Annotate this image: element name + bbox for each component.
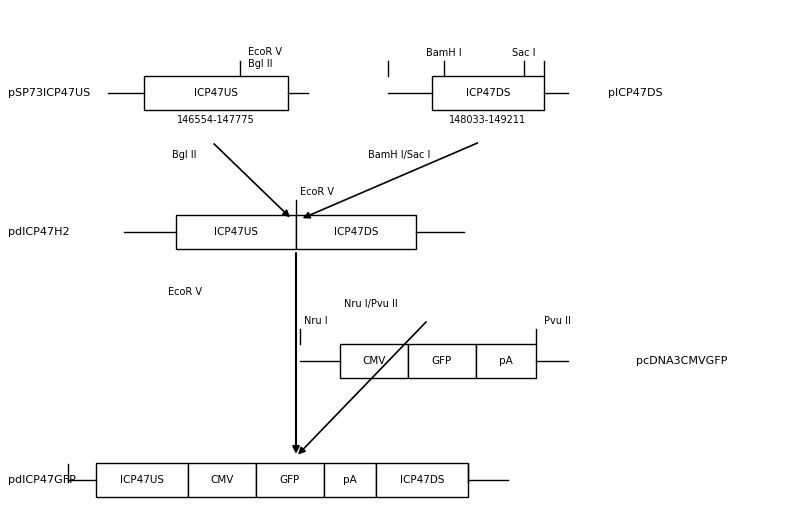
Text: EcoR V: EcoR V bbox=[168, 286, 202, 297]
Text: Sac I: Sac I bbox=[512, 48, 536, 58]
Text: pSP73ICP47US: pSP73ICP47US bbox=[8, 88, 90, 98]
FancyBboxPatch shape bbox=[176, 216, 296, 249]
FancyBboxPatch shape bbox=[432, 76, 544, 110]
Text: BamH I: BamH I bbox=[426, 48, 462, 58]
Text: pdICP47GFP: pdICP47GFP bbox=[8, 475, 76, 485]
Text: 146554-147775: 146554-147775 bbox=[177, 115, 255, 125]
FancyBboxPatch shape bbox=[476, 345, 536, 378]
Text: 148033-149211: 148033-149211 bbox=[450, 115, 526, 125]
FancyBboxPatch shape bbox=[340, 345, 408, 378]
FancyBboxPatch shape bbox=[324, 463, 376, 496]
Text: EcoR V: EcoR V bbox=[300, 187, 334, 197]
Text: ICP47US: ICP47US bbox=[214, 227, 258, 237]
Text: GFP: GFP bbox=[432, 356, 452, 366]
Text: ICP47DS: ICP47DS bbox=[400, 475, 444, 485]
Text: CMV: CMV bbox=[362, 356, 386, 366]
Text: ICP47DS: ICP47DS bbox=[466, 88, 510, 98]
Text: Nru I/Pvu II: Nru I/Pvu II bbox=[344, 299, 398, 310]
Text: ICP47DS: ICP47DS bbox=[334, 227, 378, 237]
FancyBboxPatch shape bbox=[296, 216, 416, 249]
Text: Bgl II: Bgl II bbox=[248, 59, 273, 70]
Text: ICP47US: ICP47US bbox=[194, 88, 238, 98]
FancyBboxPatch shape bbox=[376, 463, 468, 496]
FancyBboxPatch shape bbox=[144, 76, 288, 110]
Text: pICP47DS: pICP47DS bbox=[608, 88, 662, 98]
Text: EcoR V: EcoR V bbox=[248, 46, 282, 57]
Text: CMV: CMV bbox=[210, 475, 234, 485]
Text: ICP47US: ICP47US bbox=[120, 475, 164, 485]
Text: pA: pA bbox=[499, 356, 513, 366]
Text: Bgl II: Bgl II bbox=[172, 150, 197, 160]
Text: pdICP47H2: pdICP47H2 bbox=[8, 227, 70, 237]
Text: GFP: GFP bbox=[280, 475, 300, 485]
FancyBboxPatch shape bbox=[188, 463, 256, 496]
FancyBboxPatch shape bbox=[408, 345, 476, 378]
Text: BamH I/Sac I: BamH I/Sac I bbox=[368, 150, 430, 160]
Text: pcDNA3CMVGFP: pcDNA3CMVGFP bbox=[636, 356, 727, 366]
Text: pA: pA bbox=[343, 475, 357, 485]
FancyBboxPatch shape bbox=[256, 463, 324, 496]
Text: Pvu II: Pvu II bbox=[544, 316, 571, 326]
FancyBboxPatch shape bbox=[96, 463, 188, 496]
Text: Nru I: Nru I bbox=[304, 316, 328, 326]
